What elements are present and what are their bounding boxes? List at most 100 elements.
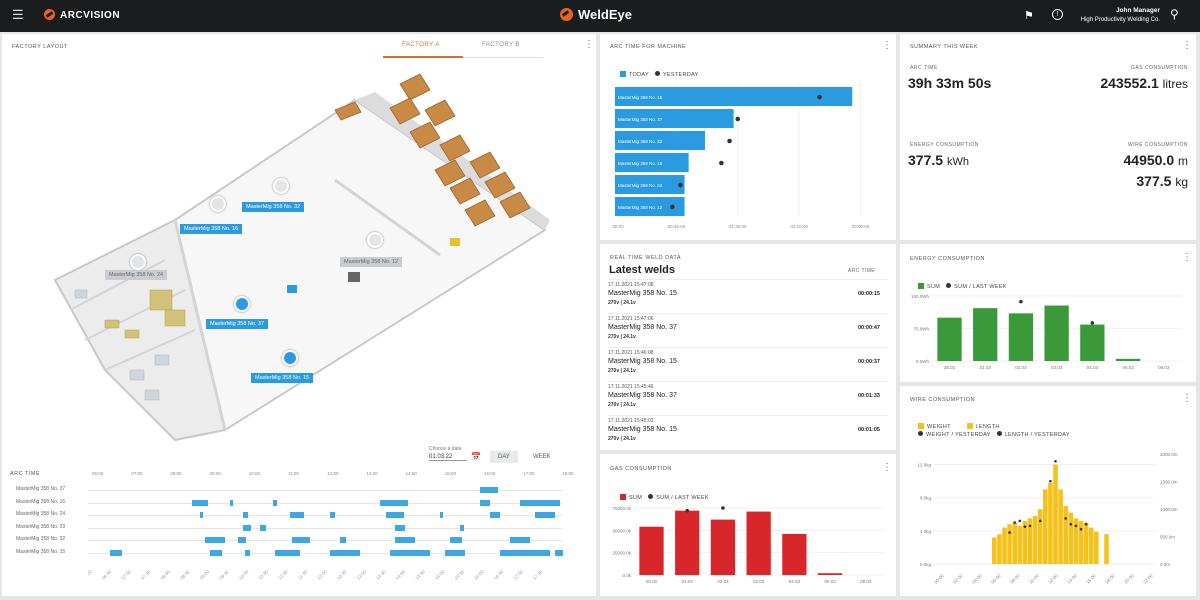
location-pin-icon[interactable]: ⚲ [1170, 7, 1179, 21]
info-icon[interactable]: ! [1052, 9, 1063, 20]
machine-label[interactable]: MasterMig 358 No. 32 [242, 202, 305, 212]
machine-arc-more-icon[interactable]: ⋮ [882, 40, 892, 51]
arc-segment[interactable] [230, 499, 233, 506]
machine-pin[interactable] [130, 254, 146, 270]
weld-duration: 00:00:47 [857, 325, 880, 331]
flag-icon[interactable]: ⚑ [1024, 10, 1034, 22]
arc-segment[interactable] [110, 549, 122, 556]
arc-segment[interactable] [380, 499, 408, 506]
day-button[interactable]: DAY [490, 451, 518, 463]
last-week-dot [685, 508, 690, 513]
arc-segment[interactable] [340, 537, 346, 543]
tab-active-indicator [383, 56, 463, 58]
wire-bar [1022, 520, 1028, 564]
weld-row[interactable]: 17.11.2021 15:47:08 MasterMig 358 No. 15 2… [608, 279, 888, 309]
x-tick-label: 16:00 [473, 569, 485, 581]
arc-segment[interactable] [480, 499, 490, 506]
week-button[interactable]: WEEK [533, 454, 551, 460]
arcvision-logo-icon [44, 9, 55, 20]
sum-bar [710, 519, 736, 575]
machine-label[interactable]: MasterMig 358 No. 15 [251, 373, 314, 383]
weldeye-logo-icon [560, 8, 573, 21]
machine-label[interactable]: MasterMig 358 No. 37 [206, 319, 269, 329]
arc-segment[interactable] [460, 524, 464, 531]
arc-segment[interactable] [260, 524, 266, 531]
machine-label[interactable]: MasterMig 358 No. 16 [180, 224, 243, 234]
wire-chart[interactable]: 0.0kg 4.0kg 8.0kg 12.0kg 0.0m 500.0m 1000.0m 15… [906, 442, 1188, 592]
arc-segment[interactable] [535, 512, 555, 518]
machine-label[interactable]: MasterMig 358 No. 24 [105, 270, 168, 280]
wire-bar [1063, 506, 1068, 564]
arc-segment[interactable] [445, 549, 465, 556]
calendar-icon[interactable]: 📅 [471, 452, 481, 461]
machine-pin[interactable] [273, 178, 289, 194]
arc-segment[interactable] [275, 549, 300, 556]
y-tick-label-left: 12.0kg [917, 463, 931, 468]
date-picker-input[interactable]: 01.03.22 [429, 454, 467, 461]
yesterday-dot [1013, 521, 1016, 524]
weld-row[interactable]: 17.11.2021 15:47:06 MasterMig 358 No. 37 2… [608, 313, 888, 343]
machine-arc-chart[interactable]: 00:00:00 00:45:00 01:30:00 02:15:00 03:00:00… [612, 82, 888, 232]
app-title: WeldEye [560, 7, 632, 22]
arc-segment[interactable] [330, 549, 360, 556]
arc-segment[interactable] [555, 549, 563, 556]
more-options-icon[interactable]: ⋮ [584, 39, 594, 50]
arc-segment[interactable] [500, 549, 550, 556]
x-tick-label: 14:00 [1066, 573, 1078, 585]
arc-segment[interactable] [238, 537, 246, 543]
machine-pin[interactable] [234, 296, 250, 312]
x-tick-label: 12:30 [336, 569, 348, 581]
wire-bar [1104, 534, 1109, 564]
arc-segment[interactable] [510, 537, 530, 543]
interior-wall [334, 178, 441, 257]
wire-bar [1037, 509, 1043, 564]
gas-value-unit: litres [1162, 77, 1188, 91]
weld-row[interactable]: 17.11.2021 15:46:08 MasterMig 358 No. 15 2… [608, 347, 888, 377]
machine-pin[interactable] [282, 350, 298, 366]
user-info[interactable]: John Manager High Productivity Welding Co… [1070, 6, 1160, 25]
arc-segment[interactable] [450, 537, 462, 543]
arc-segment[interactable] [243, 512, 248, 518]
summary-more-icon[interactable]: ⋮ [1182, 40, 1192, 51]
machine-pin[interactable] [367, 232, 383, 248]
arc-segment[interactable] [520, 499, 560, 506]
weld-row[interactable]: 17.11.2021 15:45:03 MasterMig 358 No. 15 2… [608, 415, 888, 445]
arc-segment[interactable] [205, 537, 225, 543]
arc-segment[interactable] [440, 512, 443, 518]
arc-segment[interactable] [490, 512, 500, 518]
machine-pin[interactable] [210, 196, 226, 212]
arc-segment[interactable] [210, 549, 222, 556]
arc-segment[interactable] [200, 512, 203, 518]
gas-chart[interactable]: 0.0k 25000.0k 50000.0k 75000.0k 28.02 01.03 02… [608, 505, 890, 591]
menu-icon[interactable]: ☰ [12, 7, 24, 22]
user-name: John Manager [1115, 7, 1160, 14]
arc-segment[interactable] [273, 499, 277, 506]
yesterday-dot [1038, 519, 1042, 523]
arc-time-x-axis: 06:00 06:30 07:00 07:30 08:00 08:30 09:00 09:30… [88, 569, 544, 581]
x-tick-label: 09:00 [199, 569, 211, 581]
arc-segment[interactable] [480, 487, 498, 493]
energy-chart[interactable]: 0.0Wh 75.0Wh 150.0Wh 28.02 01.03 02.03 03.03 04… [906, 293, 1188, 377]
energy-more-icon[interactable]: ⋮ [1182, 252, 1192, 263]
arc-segment[interactable] [245, 549, 250, 556]
arc-segment[interactable] [390, 549, 430, 556]
arc-segment[interactable] [330, 512, 335, 518]
tab-factory-b[interactable]: FACTORY B [482, 42, 521, 48]
weld-row[interactable]: 17.11.2021 15:45:46 MasterMig 358 No. 37 2… [608, 381, 888, 411]
arc-row-gridline [88, 490, 563, 491]
gas-more-icon[interactable]: ⋮ [882, 462, 892, 473]
hour-label: 14:00 [405, 471, 417, 476]
arc-segment[interactable] [386, 512, 404, 518]
factory-floor-map[interactable] [45, 70, 555, 450]
arc-segment[interactable] [243, 524, 251, 531]
brand[interactable]: ARCVISION [44, 9, 120, 21]
wire-more-icon[interactable]: ⋮ [1182, 393, 1192, 404]
arc-segment[interactable] [192, 499, 208, 506]
arc-segment[interactable] [395, 537, 415, 543]
x-tick-label: 28.02 [646, 579, 658, 584]
arc-segment[interactable] [395, 524, 405, 531]
tab-factory-a[interactable]: FACTORY A [402, 42, 440, 48]
arc-segment[interactable] [292, 537, 310, 543]
machine-label[interactable]: MasterMig 358 No. 12 [340, 257, 403, 267]
arc-segment[interactable] [290, 512, 304, 518]
